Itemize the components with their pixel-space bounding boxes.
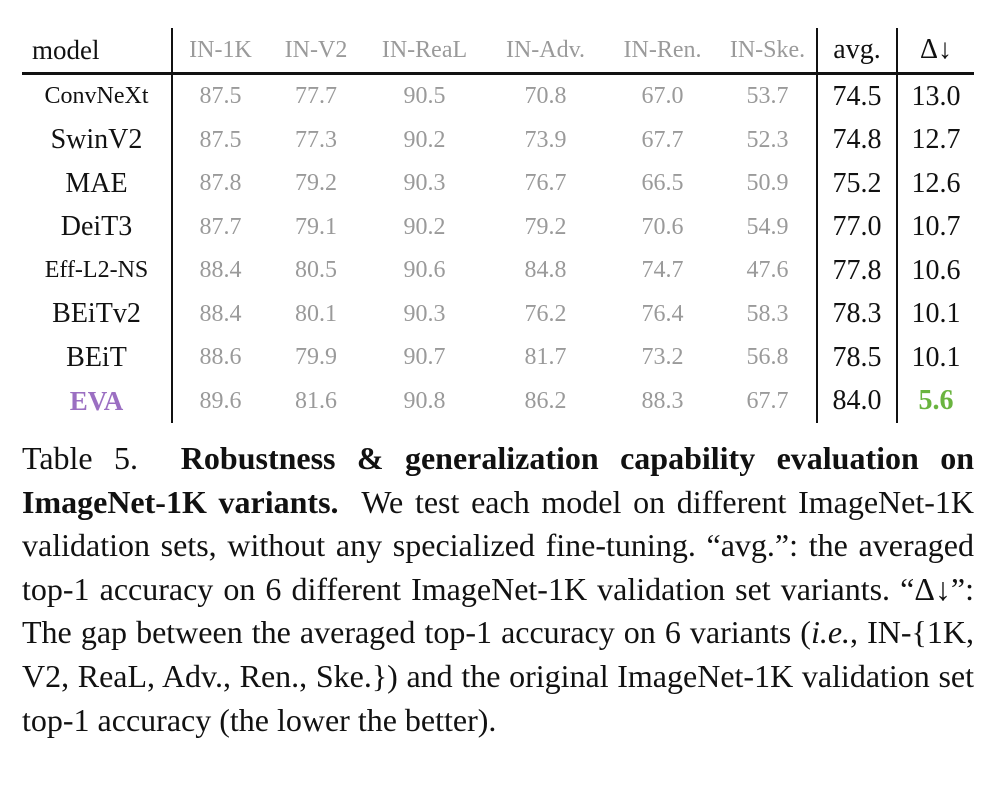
header-delta: Δ↓ [896, 28, 974, 75]
avg-value-cell: 74.5 [816, 73, 897, 119]
table-row: Eff-L2-NS 88.4 80.5 90.6 84.8 74.7 47.6 77.8 10.… [22, 249, 974, 293]
table-caption: Table 5. Robustness & generalization cap… [22, 437, 974, 742]
benchmark-value-cell: 90.8 [403, 387, 446, 414]
model-name-cell: Eff-L2-NS [44, 257, 149, 284]
benchmark-value-cell: 54.9 [746, 213, 789, 240]
benchmark-value-cell: 52.3 [746, 126, 789, 153]
header-benchmark: IN-Ske. [719, 28, 817, 75]
caption-title: Robustness & generalization capability e… [22, 440, 974, 520]
table-row: EVA 89.6 81.6 90.8 86.2 88.3 67.7 84.0 5.6 [22, 379, 974, 423]
benchmark-value-cell: 79.2 [524, 213, 567, 240]
model-name-cell: MAE [65, 167, 128, 199]
benchmark-value-cell: 73.9 [524, 126, 567, 153]
model-name-cell: DeiT3 [60, 211, 133, 243]
benchmark-value-cell: 80.5 [295, 257, 337, 284]
model-name-cell: EVA [69, 385, 124, 416]
avg-value-cell: 78.3 [816, 292, 897, 336]
delta-value-cell: 13.0 [896, 73, 974, 119]
benchmark-value-cell: 53.7 [746, 83, 789, 110]
table-row: SwinV2 87.5 77.3 90.2 73.9 67.7 52.3 74.8 12.7 [22, 118, 974, 162]
avg-value-cell: 77.0 [816, 205, 897, 249]
header-avg: avg. [816, 28, 897, 75]
avg-value-cell: 74.8 [816, 118, 897, 162]
header-benchmark: IN-Ren. [606, 28, 719, 75]
delta-value-cell: 5.6 [896, 379, 974, 423]
delta-value-cell: 10.1 [896, 336, 974, 380]
benchmark-value-cell: 67.7 [641, 126, 684, 153]
benchmark-value-cell: 90.7 [403, 344, 446, 371]
benchmark-value-cell: 76.2 [524, 300, 567, 327]
delta-value-cell: 10.6 [896, 249, 974, 293]
caption-label: Table 5. [22, 440, 138, 476]
benchmark-value-cell: 81.6 [295, 387, 337, 414]
benchmark-value-cell: 77.3 [295, 126, 337, 153]
caption-text: We test each model on different ImageNet… [22, 483, 975, 651]
benchmark-value-cell: 47.6 [746, 257, 789, 284]
benchmark-value-cell: 73.2 [641, 344, 684, 371]
benchmark-value-cell: 88.6 [171, 336, 268, 380]
benchmark-value-cell: 79.2 [295, 170, 337, 197]
benchmark-value-cell: 87.5 [171, 118, 268, 162]
table-body: ConvNeXt 87.5 77.7 90.5 70.8 67.0 53.7 74.5 13.0… [22, 73, 974, 423]
benchmark-value-cell: 87.7 [171, 205, 268, 249]
benchmark-value-cell: 50.9 [746, 170, 789, 197]
benchmark-value-cell: 80.1 [295, 300, 337, 327]
benchmark-value-cell: 81.7 [524, 344, 567, 371]
model-name-cell: BEiT [66, 341, 127, 373]
benchmark-value-cell: 79.9 [295, 344, 337, 371]
benchmark-value-cell: 84.8 [524, 257, 567, 284]
benchmark-value-cell: 90.5 [403, 83, 446, 110]
benchmark-value-cell: 87.8 [171, 162, 268, 206]
benchmark-value-cell: 67.0 [641, 83, 684, 110]
benchmark-value-cell: 58.3 [746, 300, 789, 327]
benchmark-value-cell: 66.5 [641, 170, 684, 197]
benchmark-value-cell: 90.3 [403, 300, 446, 327]
header-benchmark: IN-1K [171, 28, 268, 75]
avg-value-cell: 77.8 [816, 249, 897, 293]
avg-value-cell: 75.2 [816, 162, 897, 206]
benchmark-value-cell: 87.5 [171, 73, 268, 119]
benchmark-value-cell: 67.7 [746, 387, 789, 414]
caption-ie: i.e. [810, 614, 851, 651]
benchmark-value-cell: 90.2 [403, 213, 446, 240]
benchmark-value-cell: 74.7 [641, 257, 684, 284]
benchmark-value-cell: 76.7 [524, 170, 567, 197]
benchmark-value-cell: 90.6 [403, 257, 446, 284]
benchmark-value-cell: 86.2 [524, 387, 567, 414]
benchmark-value-cell: 70.6 [641, 213, 684, 240]
model-name-cell: BEiTv2 [52, 298, 141, 330]
header-benchmark: IN-Adv. [485, 28, 606, 75]
benchmark-value-cell: 89.6 [171, 379, 268, 423]
delta-value-cell: 10.7 [896, 205, 974, 249]
delta-value-cell: 10.1 [896, 292, 974, 336]
results-table: model IN-1K IN-V2 IN-ReaL IN-Adv. IN-Ren… [22, 28, 974, 423]
benchmark-value-cell: 70.8 [524, 83, 567, 110]
model-name-cell: SwinV2 [50, 124, 143, 156]
table-row: DeiT3 87.7 79.1 90.2 79.2 70.6 54.9 77.0 10.7 [22, 205, 974, 249]
delta-value-cell: 12.7 [896, 118, 974, 162]
caption-text-end: , IN-{1K, V2, ReaL, Adv., Ren., Ske.}) a… [22, 614, 975, 738]
table-row: BEiTv2 88.4 80.1 90.3 76.2 76.4 58.3 78.3 10.1 [22, 292, 974, 336]
header-benchmark: IN-V2 [268, 28, 364, 75]
header-model: model [22, 28, 172, 75]
avg-value-cell: 84.0 [816, 379, 897, 423]
benchmark-value-cell: 88.4 [171, 249, 268, 293]
benchmark-value-cell: 56.8 [746, 344, 789, 371]
benchmark-value-cell: 88.4 [171, 292, 268, 336]
benchmark-value-cell: 88.3 [641, 387, 684, 414]
benchmark-value-cell: 79.1 [295, 213, 337, 240]
delta-value-cell: 12.6 [896, 162, 974, 206]
model-name-cell: ConvNeXt [44, 83, 149, 110]
benchmark-value-cell: 90.3 [403, 170, 446, 197]
table-row: BEiT 88.6 79.9 90.7 81.7 73.2 56.8 78.5 10.1 [22, 336, 974, 380]
header-benchmark: IN-ReaL [364, 28, 485, 75]
table-row: MAE 87.8 79.2 90.3 76.7 66.5 50.9 75.2 12.6 [22, 162, 974, 206]
avg-value-cell: 78.5 [816, 336, 897, 380]
benchmark-value-cell: 90.2 [403, 126, 446, 153]
table-row: ConvNeXt 87.5 77.7 90.5 70.8 67.0 53.7 74.5 13.0 [22, 73, 974, 119]
benchmark-value-cell: 77.7 [295, 83, 337, 110]
table-header-row: model IN-1K IN-V2 IN-ReaL IN-Adv. IN-Ren… [22, 28, 974, 75]
benchmark-value-cell: 76.4 [641, 300, 684, 327]
